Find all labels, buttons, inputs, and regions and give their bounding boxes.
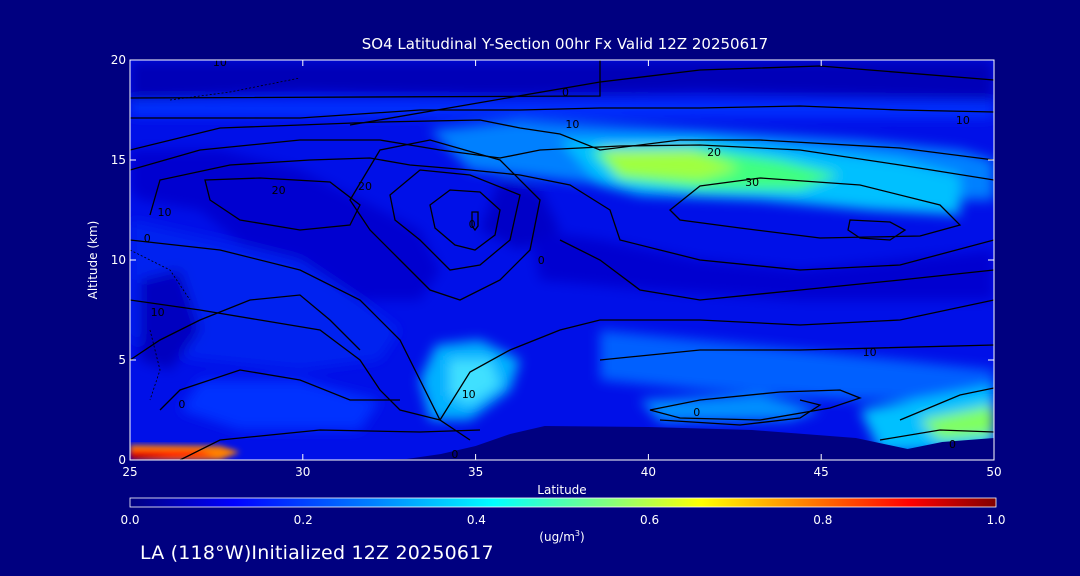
x-tick-label: 50 — [986, 465, 1001, 479]
contour-label: 20 — [707, 146, 721, 159]
chart-title: SO4 Latitudinal Y-Section 00hr Fx Valid … — [362, 35, 768, 53]
contour-lines — [130, 60, 994, 460]
contour-label: 10 — [158, 206, 172, 219]
contour-label: 0 — [451, 448, 458, 461]
colorbar — [129, 497, 997, 508]
plot-area: 10 0 10 10 20 30 20 10 0 0 0 20 10 10 10 0 0 0 0 — [130, 56, 994, 461]
contour-label: 10 — [565, 118, 579, 131]
contour-label-layer: 10 0 10 10 20 30 20 10 0 0 0 20 10 10 10 0 0 0 0 — [144, 56, 970, 461]
colorbar-tick-label: 1.0 — [986, 513, 1005, 527]
dotted-contours — [130, 77, 301, 401]
contour-label: 0 — [562, 86, 569, 99]
surface-plume — [130, 445, 240, 460]
init-footer: LA (118°W)Initialized 12Z 20250617 — [140, 542, 494, 564]
x-tick-label: 25 — [122, 465, 137, 479]
contour-label: 0 — [693, 406, 700, 419]
contour-label: 0 — [949, 438, 956, 451]
y-tick-label: 15 — [111, 153, 126, 167]
contour-label: 10 — [956, 114, 970, 127]
x-tick-label: 35 — [468, 465, 483, 479]
colorbar-ticks: 0.0 0.2 0.4 0.6 0.8 1.0 — [120, 513, 1005, 527]
terrain-surface — [130, 426, 994, 460]
colorbar-tick-label: 0.4 — [467, 513, 486, 527]
contour-label: 0 — [144, 232, 151, 245]
contour-label: 0 — [178, 398, 185, 411]
colorbar-tick-label: 0.8 — [813, 513, 832, 527]
contour-label: 10 — [151, 306, 165, 319]
contour-label: 10 — [462, 388, 476, 401]
x-tick-label: 40 — [641, 465, 656, 479]
contour-label: 10 — [213, 56, 227, 69]
y-axis: 0 5 10 15 20 — [111, 53, 994, 467]
x-tick-label: 30 — [295, 465, 310, 479]
y-tick-label: 0 — [118, 453, 126, 467]
contour-label: 30 — [745, 176, 759, 189]
colorbar-unit-label: (ug/m3) — [539, 529, 584, 544]
colorbar-tick-label: 0.6 — [640, 513, 659, 527]
contour-label: 0 — [538, 254, 545, 267]
y-tick-label: 5 — [118, 353, 126, 367]
colorbar-tick-label: 0.2 — [294, 513, 313, 527]
x-axis-label: Latitude — [537, 483, 586, 497]
y-tick-label: 20 — [111, 53, 126, 67]
contour-label: 20 — [272, 184, 286, 197]
colorbar-tick-label: 0.0 — [120, 513, 139, 527]
contour-label: 10 — [863, 346, 877, 359]
contour-label: 0 — [469, 218, 476, 231]
y-tick-label: 10 — [111, 253, 126, 267]
x-axis: 25 30 35 40 45 50 — [122, 60, 1002, 479]
x-tick-label: 45 — [814, 465, 829, 479]
contour-label: 20 — [358, 180, 372, 193]
concentration-field — [130, 60, 994, 452]
y-axis-label: Altitude (km) — [86, 221, 100, 300]
